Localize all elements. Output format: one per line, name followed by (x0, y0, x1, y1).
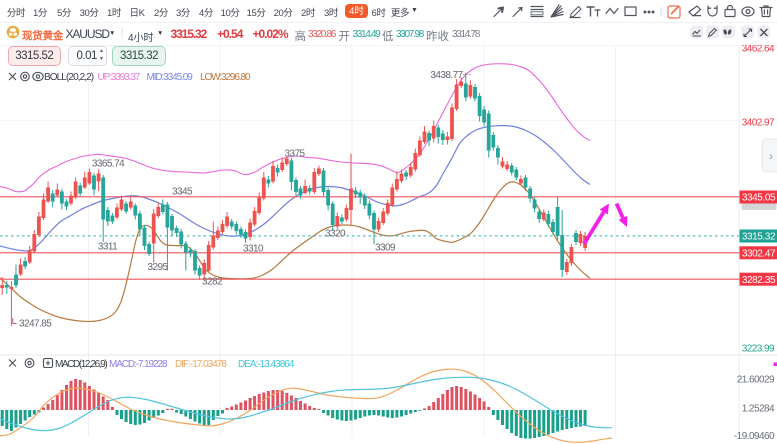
svg-text:MACD:-7.19228: MACD:-7.19228 (109, 359, 168, 370)
svg-text:3402.97: 3402.97 (742, 118, 775, 129)
svg-text:3375: 3375 (284, 149, 305, 160)
svg-text:1.25284: 1.25284 (742, 404, 775, 415)
svg-text:3302.47: 3302.47 (742, 248, 776, 259)
svg-text:3295: 3295 (147, 262, 168, 273)
svg-text:3247.85: 3247.85 (19, 319, 52, 330)
svg-text:3365.74: 3365.74 (92, 159, 125, 170)
svg-text:3345: 3345 (172, 187, 193, 198)
svg-text:MACD(12,26,9): MACD(12,26,9) (55, 359, 107, 370)
svg-text:-19.09460: -19.09460 (734, 431, 775, 442)
svg-text:3315.32: 3315.32 (742, 232, 776, 243)
svg-text:3462.64: 3462.64 (742, 45, 775, 55)
svg-text:3309: 3309 (375, 243, 396, 254)
svg-text:3345.05: 3345.05 (742, 193, 776, 204)
svg-text:3438.77: 3438.77 (430, 70, 463, 81)
svg-text:3223.99: 3223.99 (742, 344, 775, 355)
svg-text:3310: 3310 (243, 244, 264, 255)
svg-text:21.60029: 21.60029 (737, 374, 775, 385)
svg-text:›: › (769, 149, 773, 163)
svg-text:DIF:-17.03478: DIF:-17.03478 (175, 359, 227, 370)
svg-text:3311: 3311 (98, 242, 118, 253)
svg-text:DEA:-13.43864: DEA:-13.43864 (238, 359, 295, 370)
svg-text:3282.35: 3282.35 (742, 275, 776, 286)
svg-text:3320: 3320 (325, 229, 346, 240)
svg-text:3282: 3282 (202, 276, 223, 287)
